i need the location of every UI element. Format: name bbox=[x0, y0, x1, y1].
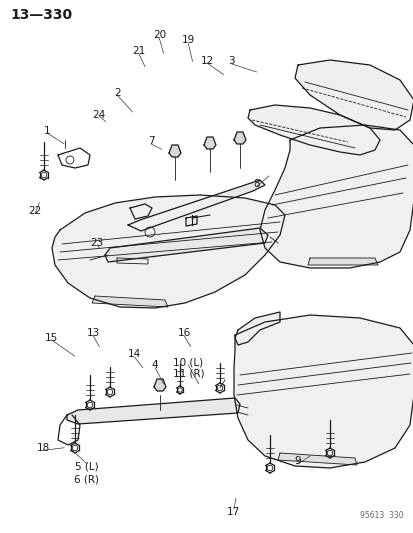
Polygon shape bbox=[277, 453, 356, 465]
Text: 95613  330: 95613 330 bbox=[359, 511, 403, 520]
Polygon shape bbox=[233, 132, 245, 144]
Text: 4: 4 bbox=[152, 360, 158, 370]
Polygon shape bbox=[52, 195, 284, 308]
Text: 2: 2 bbox=[114, 88, 121, 98]
Polygon shape bbox=[154, 379, 166, 391]
Polygon shape bbox=[105, 228, 267, 262]
Polygon shape bbox=[259, 125, 413, 268]
Polygon shape bbox=[247, 105, 379, 155]
Text: 5 (L): 5 (L) bbox=[75, 462, 99, 471]
Text: 6 (R): 6 (R) bbox=[74, 475, 99, 484]
Text: 13—330: 13—330 bbox=[10, 8, 72, 22]
Text: 10 (L): 10 (L) bbox=[173, 358, 203, 367]
Text: 19: 19 bbox=[181, 35, 195, 45]
Polygon shape bbox=[307, 258, 377, 265]
Text: 7: 7 bbox=[147, 136, 154, 146]
Text: 15: 15 bbox=[45, 334, 58, 343]
Text: 21: 21 bbox=[132, 46, 145, 55]
Polygon shape bbox=[130, 204, 152, 219]
Text: 16: 16 bbox=[177, 328, 190, 338]
Text: 22: 22 bbox=[28, 206, 42, 215]
Text: 1: 1 bbox=[44, 126, 51, 135]
Text: 8: 8 bbox=[253, 179, 259, 189]
Text: 13: 13 bbox=[86, 328, 100, 338]
Polygon shape bbox=[233, 315, 413, 468]
Text: 23: 23 bbox=[90, 238, 104, 247]
Text: 17: 17 bbox=[227, 507, 240, 516]
Polygon shape bbox=[185, 216, 197, 226]
Text: 20: 20 bbox=[152, 30, 166, 39]
Polygon shape bbox=[128, 180, 264, 231]
Polygon shape bbox=[204, 137, 216, 149]
Text: 11 (R): 11 (R) bbox=[172, 368, 204, 378]
Polygon shape bbox=[67, 398, 240, 424]
Polygon shape bbox=[294, 60, 413, 130]
Text: 12: 12 bbox=[200, 56, 213, 66]
Polygon shape bbox=[235, 312, 279, 345]
Text: 3: 3 bbox=[228, 56, 235, 66]
Text: 14: 14 bbox=[128, 350, 141, 359]
Polygon shape bbox=[169, 145, 180, 157]
Text: 9: 9 bbox=[294, 456, 301, 466]
Text: 24: 24 bbox=[93, 110, 106, 119]
Text: 18: 18 bbox=[37, 443, 50, 453]
Polygon shape bbox=[92, 296, 168, 307]
